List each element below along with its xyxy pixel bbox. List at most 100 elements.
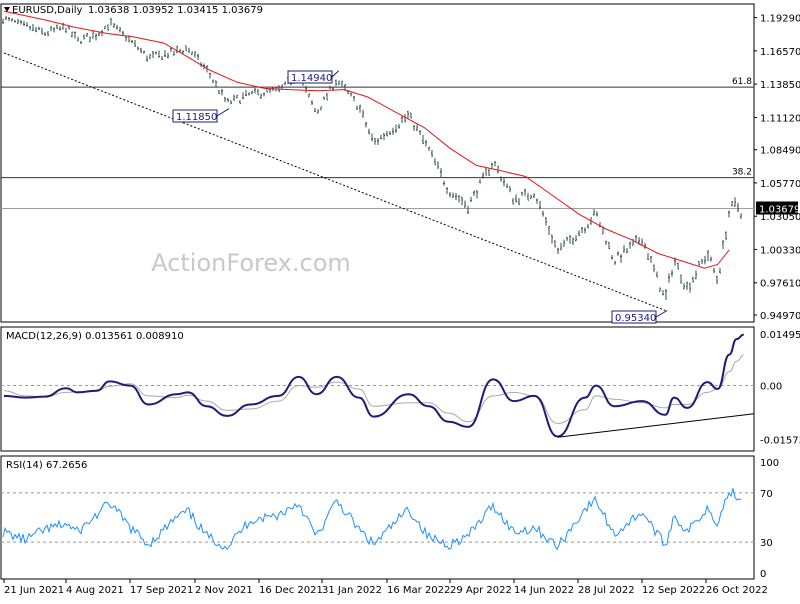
price-bar (614, 260, 616, 265)
price-bar (446, 187, 448, 195)
price-bar (455, 192, 457, 201)
price-bar (644, 242, 646, 249)
x-tick-label: 2 Nov 2021 (195, 585, 253, 596)
price-bar (521, 191, 523, 196)
price-bar (545, 217, 547, 226)
price-bar (14, 20, 16, 23)
x-tick-label: 26 Oct 2022 (706, 585, 768, 596)
price-y-tick-label: 1.19290 (760, 14, 800, 25)
price-bar (92, 31, 94, 39)
price-bar (695, 270, 697, 280)
fib-level-label: 38.2 (732, 168, 752, 178)
price-bar (569, 235, 571, 244)
price-annotation-pointer (331, 70, 340, 78)
price-bar (11, 18, 13, 22)
price-bar (392, 127, 394, 135)
rsi-title: RSI(14) 67.2656 (6, 460, 87, 471)
price-bar (572, 237, 574, 246)
price-bar (41, 27, 43, 35)
price-bar (167, 52, 169, 59)
price-bar (659, 287, 661, 292)
price-bar (281, 84, 283, 89)
price-bar (134, 39, 136, 48)
price-bar (320, 106, 322, 111)
price-bar (311, 100, 313, 105)
price-bar (173, 50, 175, 56)
price-bar (467, 205, 469, 214)
price-bar (50, 26, 52, 32)
price-bar (185, 45, 187, 51)
price-bar (431, 149, 433, 158)
price-bar (617, 251, 619, 256)
price-bar (98, 32, 100, 37)
price-bar (251, 90, 253, 95)
macd-panel: 0.014956 0.00 -0.015732 MACD(12,26,9) 0.013… (0, 326, 800, 452)
price-bar (353, 96, 355, 102)
price-bar (110, 18, 112, 26)
price-y-tick-label: 0.94970 (760, 311, 800, 322)
price-y-tick-label: 1.03050 (760, 212, 800, 223)
price-bar (533, 193, 535, 199)
price-bar (470, 196, 472, 202)
price-bar (371, 133, 373, 142)
price-bar (485, 167, 487, 176)
price-bar (284, 81, 286, 85)
macd-y-tick-label: 0.00 (760, 382, 782, 393)
price-bar (164, 49, 166, 58)
price-bar (158, 50, 160, 58)
x-tick-label: 28 Jul 2022 (578, 585, 635, 596)
price-y-tick-label: 1.16570 (760, 47, 800, 58)
price-annotation-pointer (216, 108, 230, 117)
price-bar (671, 269, 673, 277)
price-bar (233, 94, 235, 102)
price-bar (509, 186, 511, 193)
price-bar (176, 45, 178, 54)
x-tick-label: 14 Jun 2022 (514, 585, 574, 596)
price-bar (197, 53, 199, 60)
price-bar (704, 255, 706, 265)
x-tick-label: 16 Dec 2021 (259, 585, 323, 596)
price-bar (473, 190, 475, 196)
rsi-panel: 100 70 30 0 RSI(14) 67.2656 (0, 455, 779, 580)
price-bar (326, 92, 328, 101)
price-bar (305, 85, 307, 93)
price-bar (95, 33, 97, 41)
price-bar (338, 80, 340, 85)
moving-average-line (3, 10, 730, 269)
price-annotation-label: 0.95340 (615, 313, 656, 324)
price-bar (464, 200, 466, 208)
price-bar (314, 108, 316, 112)
price-bar (389, 131, 391, 136)
price-annotation-label: 1.14940 (291, 73, 332, 84)
price-bar (677, 262, 679, 270)
price-bar (608, 242, 610, 250)
price-bar (542, 210, 544, 217)
price-bar (425, 139, 427, 147)
price-bar (728, 210, 730, 218)
price-bar (401, 116, 403, 124)
price-bar (698, 260, 700, 266)
price-bar (359, 104, 361, 113)
macd-main-line (3, 333, 744, 438)
price-bar (587, 223, 589, 229)
price-bar (497, 165, 499, 174)
ohlc-values: 1.03638 1.03952 1.03415 1.03679 (88, 5, 263, 16)
price-bar (680, 274, 682, 284)
price-bar (479, 178, 481, 184)
current-price-tag-box (756, 201, 798, 215)
price-bar (74, 31, 76, 39)
price-bar (506, 183, 508, 188)
price-y-tick-label: 1.13850 (760, 80, 800, 91)
price-bar (2, 18, 4, 24)
price-y-tick-label: 0.97610 (760, 279, 800, 290)
price-bar (413, 125, 415, 131)
price-bar (26, 22, 28, 27)
price-bar (527, 192, 529, 201)
price-bar (17, 18, 19, 24)
price-bar (656, 271, 658, 278)
price-bar (419, 130, 421, 135)
price-bar (323, 96, 325, 100)
price-bar (44, 31, 46, 37)
price-bar (548, 225, 550, 235)
price-bar (398, 123, 400, 129)
